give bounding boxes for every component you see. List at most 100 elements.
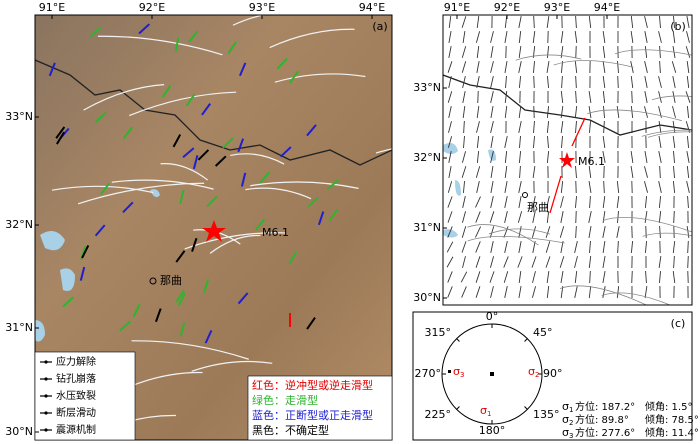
- stress-marker: [122, 201, 134, 214]
- center-mark: [490, 372, 494, 376]
- stress-field: [490, 151, 494, 163]
- stress-field: [448, 46, 452, 58]
- azimuth: 方位: 89.8°: [575, 413, 629, 426]
- legend-label: 钻孔崩落: [56, 372, 96, 385]
- tick: [524, 406, 528, 410]
- stress-field: [448, 76, 452, 88]
- stress-field: [546, 120, 550, 134]
- stress-field: [532, 30, 536, 44]
- stress-field: [673, 165, 675, 179]
- stress-field: [602, 271, 606, 283]
- subscript: 1: [487, 410, 491, 418]
- subscript: 1: [569, 406, 573, 414]
- stress-field: [658, 31, 662, 43]
- stress-field: [630, 105, 634, 119]
- fault: [553, 60, 634, 68]
- fault: [245, 187, 312, 200]
- stress-field: [589, 195, 591, 209]
- stress-marker: [55, 126, 66, 139]
- legend-symbol: [44, 377, 48, 381]
- stress-field: [686, 16, 690, 28]
- stress-field: [545, 226, 551, 238]
- stress-marker: [192, 155, 199, 170]
- stress-field: [463, 135, 465, 149]
- lon-tick-label: 93°E: [544, 1, 570, 14]
- panel-label: (a): [372, 20, 387, 33]
- stress-field: [645, 270, 647, 284]
- fault: [250, 181, 359, 189]
- map-b: [443, 15, 692, 305]
- stress-field: [574, 270, 578, 284]
- stress-field: [588, 181, 592, 193]
- fault: [602, 216, 692, 233]
- fault: [375, 148, 392, 154]
- stress-field: [532, 196, 536, 208]
- stress-field: [686, 181, 690, 193]
- stress-field: [574, 60, 578, 74]
- fault: [488, 228, 551, 235]
- stress-field: [658, 181, 662, 193]
- stress-field: [448, 121, 452, 133]
- axis-label: σ3: [453, 365, 464, 379]
- stress-field: [546, 285, 550, 299]
- boundary: [443, 74, 692, 136]
- subscript: 2: [535, 371, 539, 379]
- symbol: σ: [562, 426, 569, 439]
- tick: [524, 338, 528, 342]
- stress-field: [532, 211, 536, 223]
- city-marker: [522, 192, 528, 198]
- stress-field: [504, 196, 508, 208]
- stress-field: [503, 271, 509, 283]
- stress-field: [560, 90, 564, 104]
- stress-field: [574, 286, 578, 298]
- stress-field: [671, 61, 677, 73]
- stress-field: [560, 105, 564, 119]
- table-symbol: σ1: [562, 400, 573, 414]
- frame-b: [442, 14, 693, 306]
- stress-field: [630, 166, 634, 178]
- stress-field: [518, 16, 522, 28]
- stress-field: [658, 195, 662, 209]
- stress-field: [588, 211, 592, 223]
- legend-symbol: [44, 428, 48, 432]
- stress-field: [447, 286, 453, 298]
- stress-field: [546, 150, 550, 164]
- stress-field: [476, 105, 480, 119]
- stress-field: [602, 45, 606, 59]
- fault: [131, 340, 249, 360]
- lat-tick-label: 33°N: [5, 110, 33, 123]
- stress-field: [630, 15, 634, 29]
- axis-point: [448, 370, 451, 373]
- stress-field: [447, 136, 453, 148]
- stress-field: [476, 76, 480, 88]
- stress-field: [616, 285, 620, 299]
- stress-field: [631, 270, 633, 284]
- stress-field: [616, 105, 620, 119]
- stress-field: [490, 196, 494, 208]
- stress-marker: [206, 195, 218, 208]
- stress-field: [517, 256, 523, 268]
- stress-field: [504, 211, 508, 223]
- stress-field: [560, 196, 564, 208]
- direction-label: 0°: [486, 310, 499, 323]
- stress-field: [630, 30, 634, 44]
- stress-field: [447, 271, 453, 283]
- stress-field: [658, 76, 662, 88]
- symbol: σ: [562, 400, 569, 413]
- stress-field: [575, 15, 577, 29]
- stress-field: [518, 226, 522, 238]
- stress-field: [531, 286, 537, 298]
- stress-field: [659, 45, 661, 59]
- stress-field: [518, 105, 522, 119]
- dip: 倾角: 11.4°: [645, 426, 699, 439]
- stress-field: [475, 196, 481, 208]
- stress-field: [589, 120, 591, 134]
- stress-field: [630, 150, 634, 164]
- stress-field: [476, 15, 480, 29]
- stress-field: [490, 61, 494, 73]
- epicenter-star: [202, 220, 226, 242]
- stress-marker: [122, 126, 133, 140]
- stress-field: [533, 120, 535, 134]
- stress-field: [463, 120, 465, 134]
